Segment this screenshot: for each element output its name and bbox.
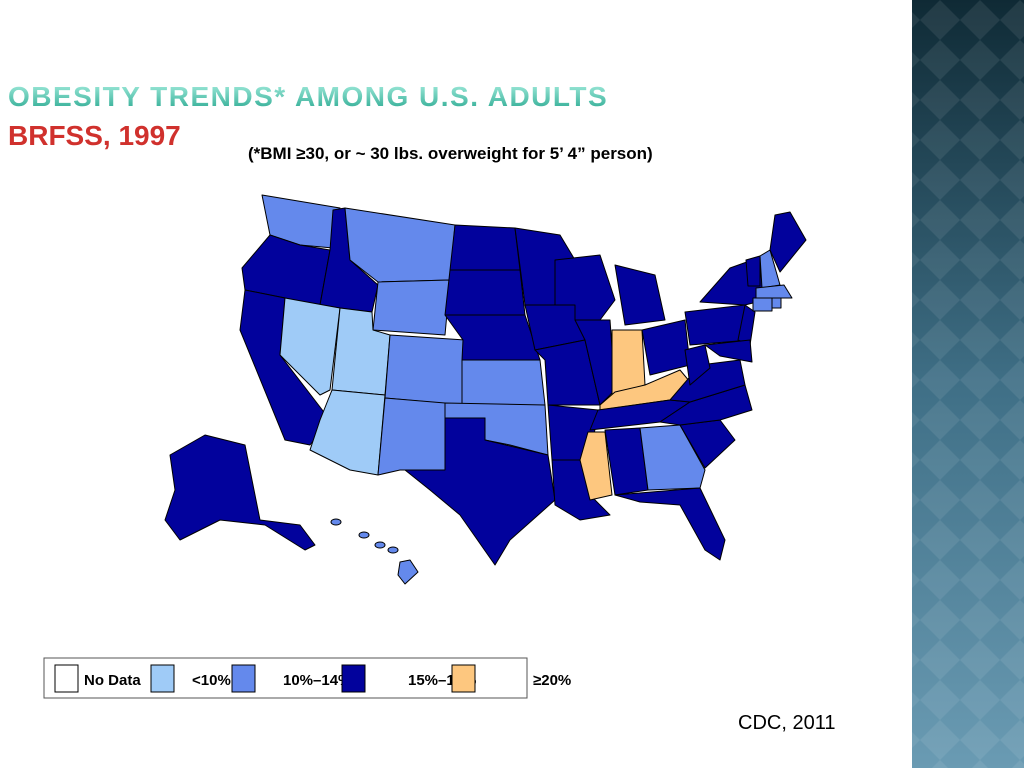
source: CDC, 2011 bbox=[738, 712, 835, 734]
legend-label: No Data bbox=[84, 672, 141, 689]
state bbox=[745, 255, 761, 287]
legend-box bbox=[43, 657, 528, 699]
note: (*BMI ≥30, or ~ 30 lbs. overweight for 5… bbox=[248, 144, 653, 163]
state bbox=[614, 264, 666, 326]
legend-label: <10% bbox=[192, 672, 231, 689]
state bbox=[449, 224, 521, 271]
title: OBESITY TRENDS* AMONG U.S. ADULTS bbox=[8, 81, 608, 112]
state bbox=[574, 319, 616, 406]
state bbox=[404, 417, 556, 566]
legend-swatch bbox=[231, 664, 256, 693]
state bbox=[444, 269, 526, 316]
state bbox=[769, 211, 807, 273]
state bbox=[384, 334, 466, 406]
state bbox=[534, 339, 601, 406]
state bbox=[309, 389, 386, 476]
state bbox=[397, 559, 419, 585]
state bbox=[641, 319, 691, 376]
state bbox=[755, 284, 793, 299]
map bbox=[164, 194, 807, 585]
state bbox=[374, 541, 386, 549]
state bbox=[261, 194, 341, 249]
state bbox=[611, 329, 646, 396]
state bbox=[330, 518, 342, 526]
state bbox=[358, 531, 370, 539]
state bbox=[771, 297, 782, 309]
state bbox=[579, 431, 613, 501]
legend-swatch bbox=[54, 664, 79, 693]
state bbox=[164, 434, 316, 551]
state bbox=[752, 297, 773, 312]
legend-label: ≥20% bbox=[533, 672, 571, 689]
subtitle: BRFSS, 1997 bbox=[8, 120, 181, 151]
legend-swatch bbox=[150, 664, 175, 693]
state bbox=[704, 339, 753, 363]
state bbox=[279, 297, 341, 396]
state bbox=[387, 546, 399, 554]
state bbox=[377, 397, 446, 476]
state bbox=[684, 344, 711, 386]
legend-swatch bbox=[451, 664, 476, 693]
legend-label: 10%–14% bbox=[283, 672, 351, 689]
state bbox=[372, 279, 451, 336]
state bbox=[461, 359, 546, 406]
legend-swatch bbox=[341, 664, 366, 693]
state bbox=[614, 487, 726, 561]
legend: No Data <10% 10%–14% 15%–19% ≥20% bbox=[54, 664, 571, 693]
state bbox=[639, 424, 706, 491]
side-pattern bbox=[912, 0, 1024, 768]
